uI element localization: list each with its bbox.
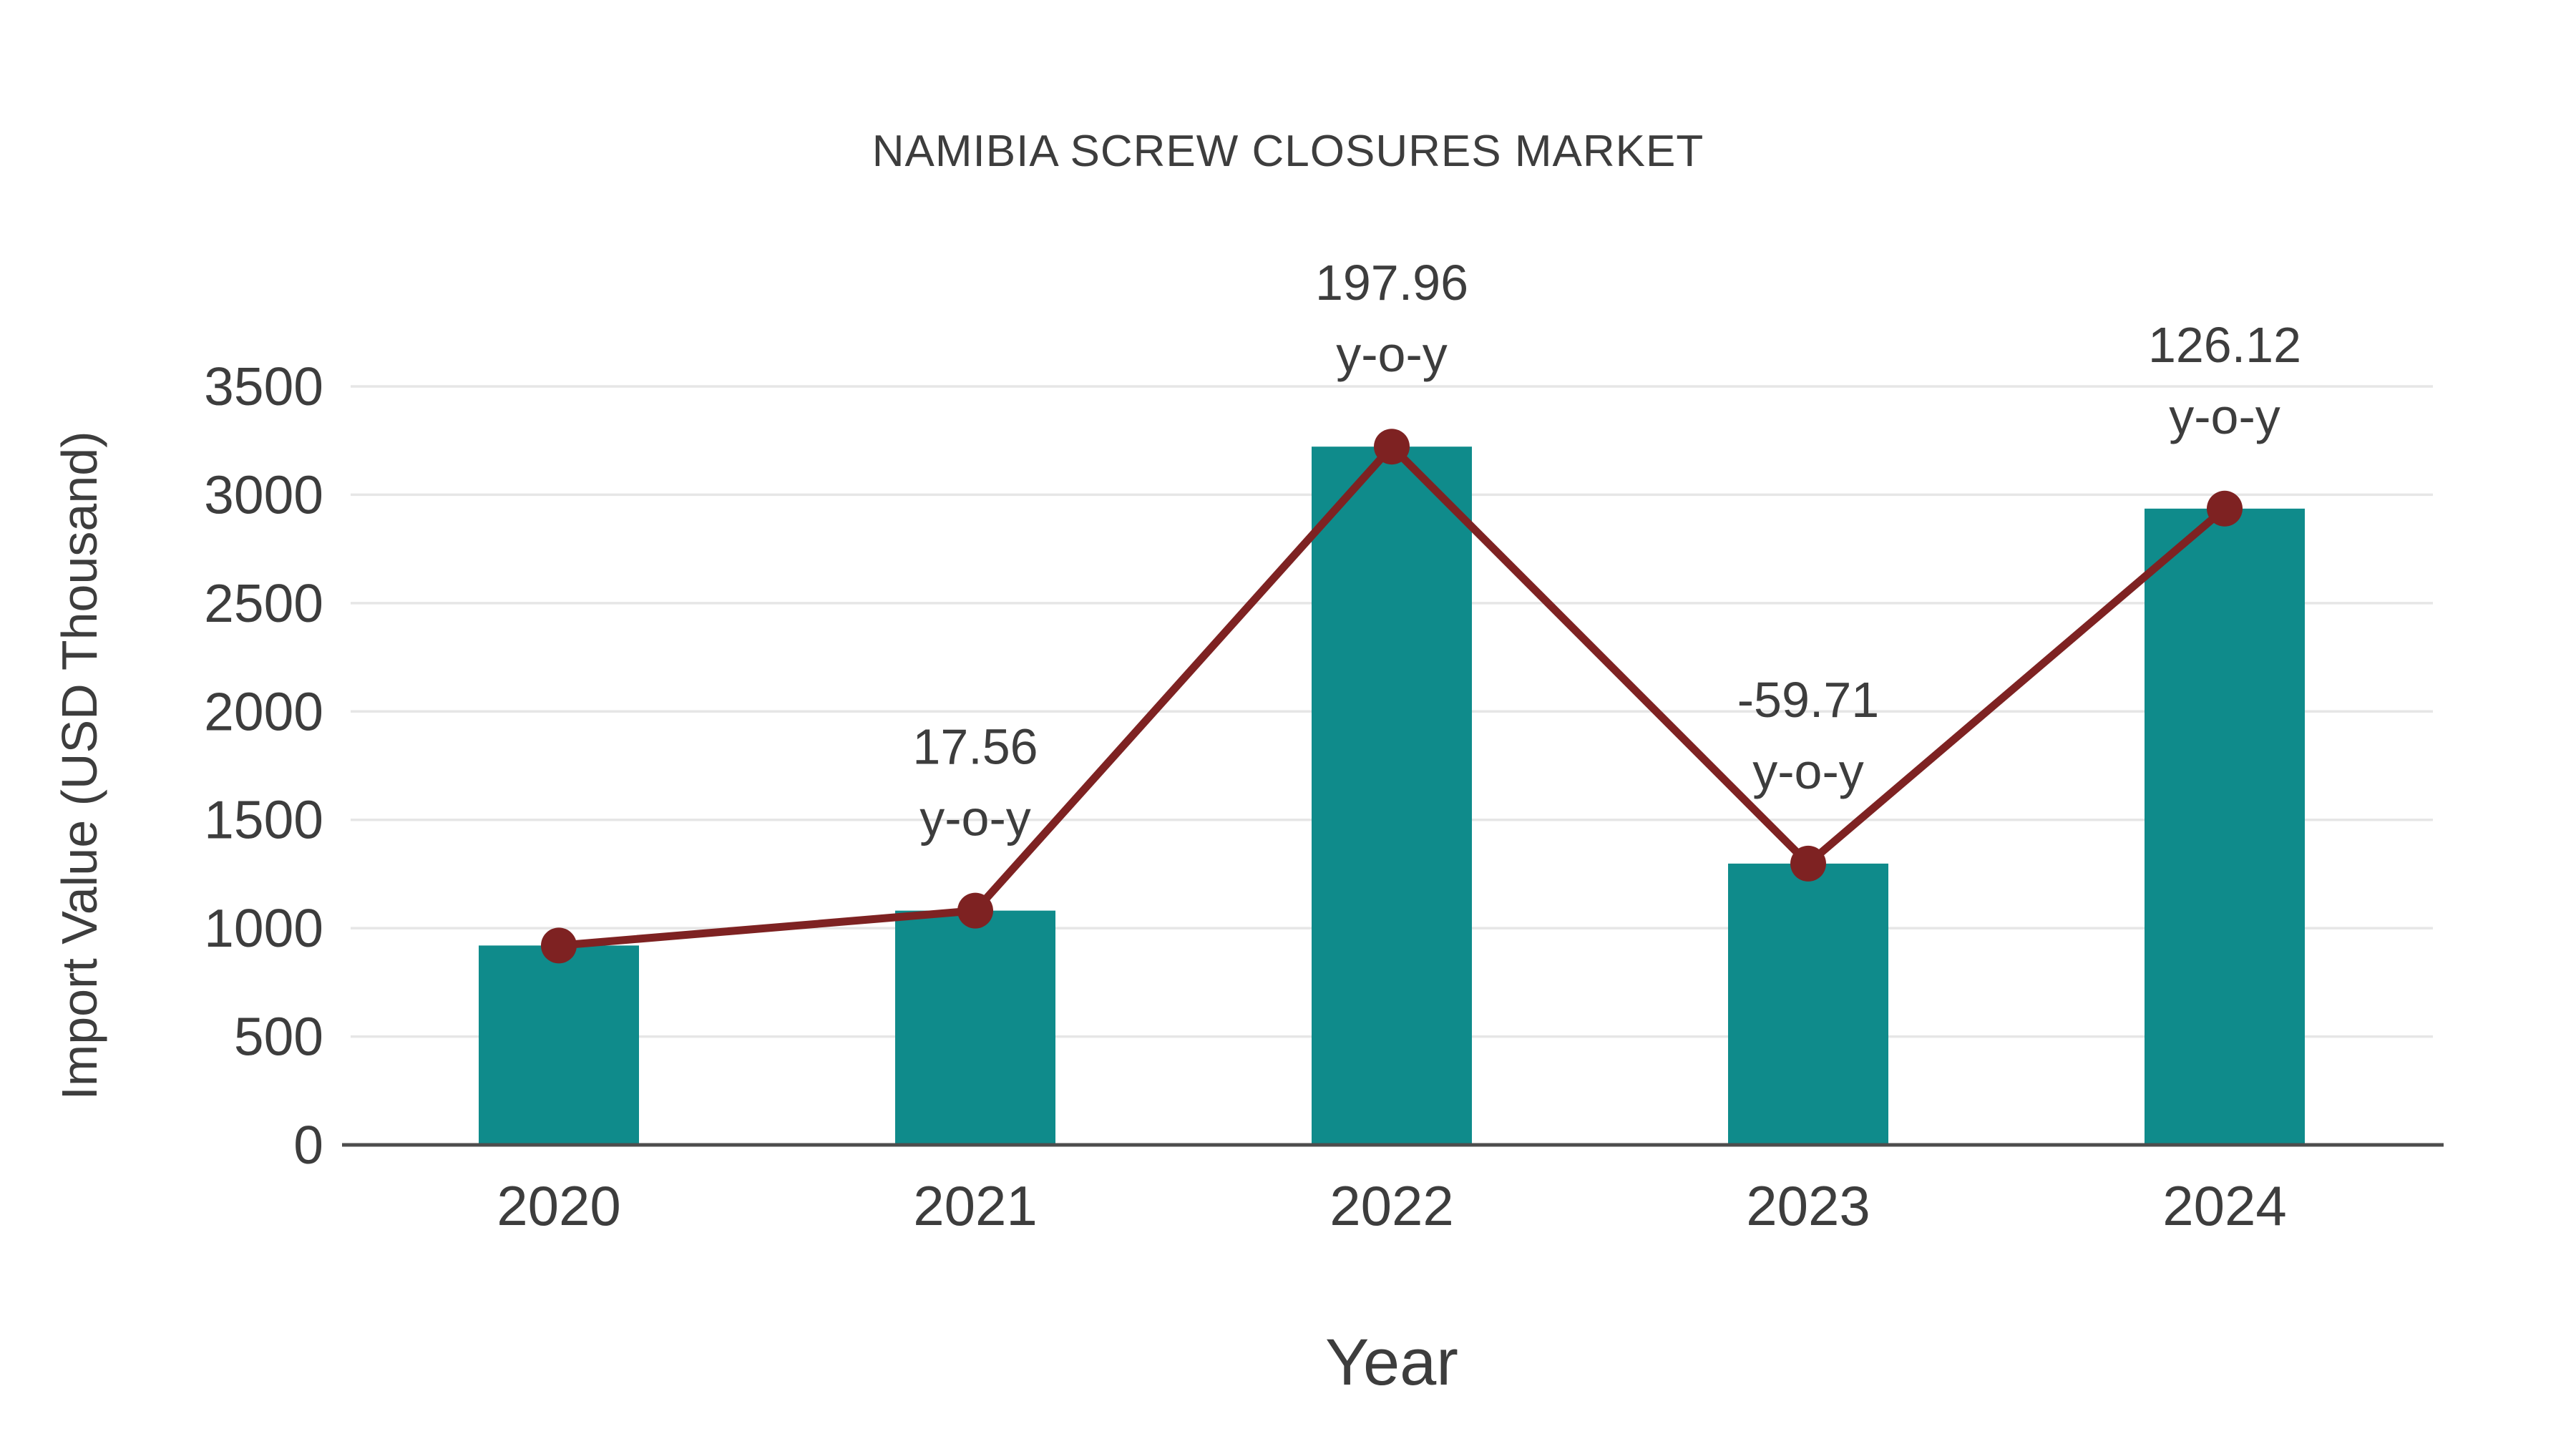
x-tick-label: 2020 (497, 1174, 621, 1237)
x-tick-label: 2023 (1746, 1174, 1870, 1237)
y-tick-label: 1000 (204, 898, 323, 958)
bar-2023 (1728, 863, 1888, 1145)
x-axis-label: Year (1325, 1326, 1458, 1399)
y-tick-label: 3000 (204, 464, 323, 525)
y-tick-label: 500 (234, 1007, 323, 1067)
bar-2020 (479, 945, 639, 1145)
annotation-value-2022: 197.96 (1315, 255, 1468, 311)
chart-title: NAMIBIA SCREW CLOSURES MARKET (872, 127, 1704, 176)
yoy-marker-2022 (1374, 429, 1410, 465)
bar-2021 (895, 910, 1055, 1145)
y-tick-label: 2000 (204, 681, 323, 741)
x-tick-label: 2021 (913, 1174, 1038, 1237)
y-tick-label: 1500 (204, 790, 323, 850)
y-tick-label: 0 (293, 1115, 323, 1175)
annotation-suffix-2024: y-o-y (2169, 389, 2280, 444)
annotation-value-2023: -59.71 (1737, 672, 1879, 728)
bar-2022 (1312, 447, 1472, 1145)
bar-2024 (2145, 508, 2305, 1145)
x-tick-label: 2022 (1330, 1174, 1454, 1237)
annotation-suffix-2022: y-o-y (1336, 326, 1448, 382)
yoy-marker-2021 (957, 892, 993, 929)
yoy-marker-2020 (541, 927, 577, 964)
annotation-suffix-2023: y-o-y (1752, 743, 1864, 799)
annotation-suffix-2021: y-o-y (919, 791, 1031, 847)
annotation-value-2024: 126.12 (2148, 317, 2301, 373)
x-tick-label: 2024 (2162, 1174, 2287, 1237)
yoy-marker-2024 (2207, 490, 2243, 527)
yoy-marker-2023 (1790, 845, 1826, 882)
y-tick-label: 2500 (204, 573, 323, 633)
annotation-value-2021: 17.56 (912, 719, 1038, 775)
y-tick-label: 3500 (204, 356, 323, 416)
y-axis-label: Import Value (USD Thousand) (52, 431, 107, 1100)
